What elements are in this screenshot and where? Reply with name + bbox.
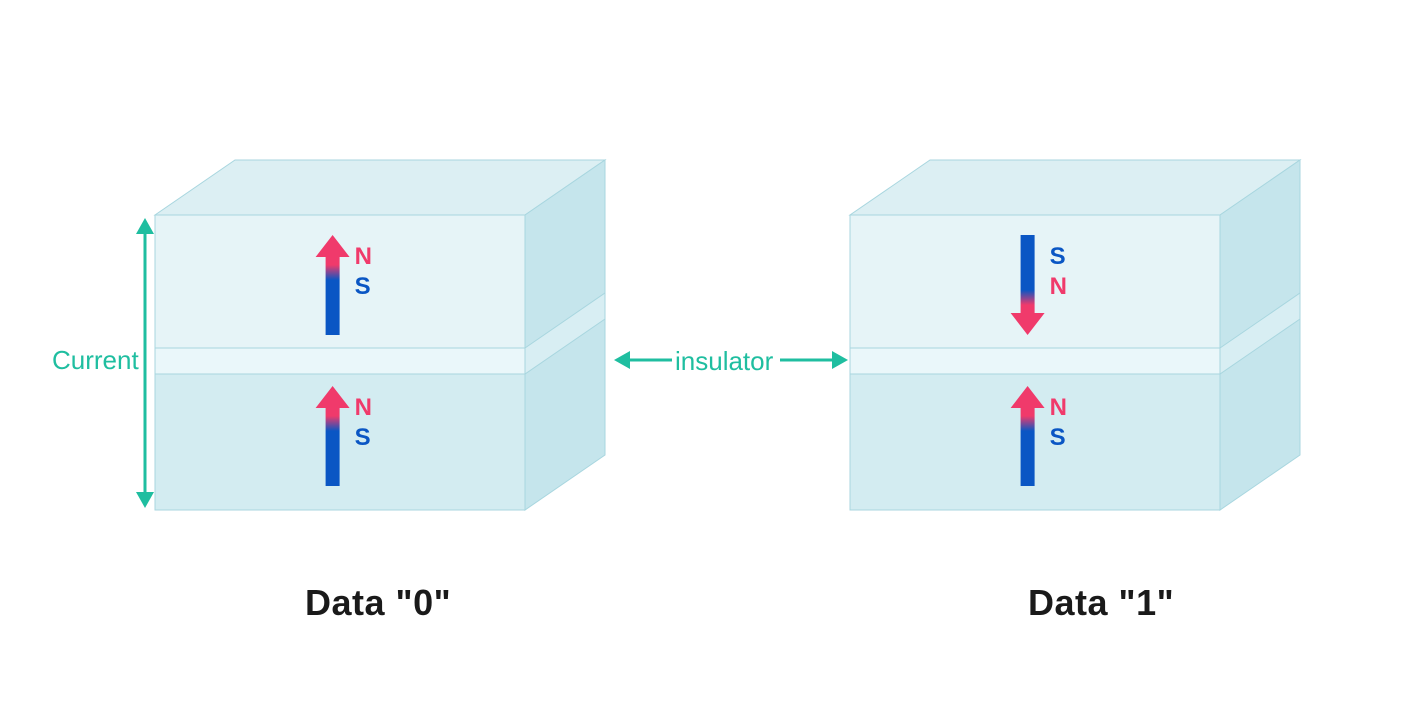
left-bottom-N: N <box>355 394 372 422</box>
left-top-S: S <box>355 273 371 301</box>
right-top-N: N <box>1050 273 1067 301</box>
caption-data-1: Data "1" <box>1028 582 1174 624</box>
right-bottom-N: N <box>1050 394 1067 422</box>
left-top-N: N <box>355 243 372 271</box>
left-bottom-S: S <box>355 424 371 452</box>
caption-data-0: Data "0" <box>305 582 451 624</box>
label-insulator: insulator <box>675 346 773 377</box>
diagram-stage: Data "0" Data "1" Current insulator N S … <box>0 0 1418 709</box>
label-current: Current <box>52 345 139 376</box>
right-top-S: S <box>1050 243 1066 271</box>
right-bottom-S: S <box>1050 424 1066 452</box>
